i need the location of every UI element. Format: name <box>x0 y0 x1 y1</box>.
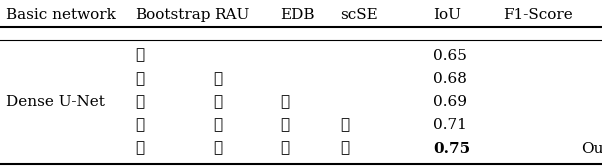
Text: Dense U-Net: Dense U-Net <box>6 95 105 109</box>
Text: ✓: ✓ <box>280 142 289 156</box>
Text: 0.68: 0.68 <box>433 72 467 86</box>
Text: ✓: ✓ <box>214 142 223 156</box>
Text: Basic network: Basic network <box>6 8 116 22</box>
Text: ✓: ✓ <box>135 72 144 86</box>
Text: ✓: ✓ <box>214 72 223 86</box>
Text: RAU: RAU <box>214 8 249 22</box>
Text: ✓: ✓ <box>280 95 289 109</box>
Text: ✓: ✓ <box>340 118 349 132</box>
Text: ✓: ✓ <box>135 142 144 156</box>
Text: scSE: scSE <box>340 8 378 22</box>
Text: ✓: ✓ <box>340 142 349 156</box>
Text: ✓: ✓ <box>280 118 289 132</box>
Text: ✓: ✓ <box>214 95 223 109</box>
Text: ✓: ✓ <box>135 49 144 63</box>
Text: IoU: IoU <box>433 8 462 22</box>
Text: EDB: EDB <box>280 8 314 22</box>
Text: ✓: ✓ <box>135 118 144 132</box>
Text: 0.65: 0.65 <box>433 49 467 63</box>
Text: ✓: ✓ <box>135 95 144 109</box>
Text: Ours: Ours <box>581 142 602 156</box>
Text: 0.71: 0.71 <box>433 118 467 132</box>
Text: 0.75: 0.75 <box>433 142 471 156</box>
Text: F1-Score: F1-Score <box>503 8 573 22</box>
Text: Bootstrap: Bootstrap <box>135 8 211 22</box>
Text: ✓: ✓ <box>214 118 223 132</box>
Text: 0.69: 0.69 <box>433 95 467 109</box>
